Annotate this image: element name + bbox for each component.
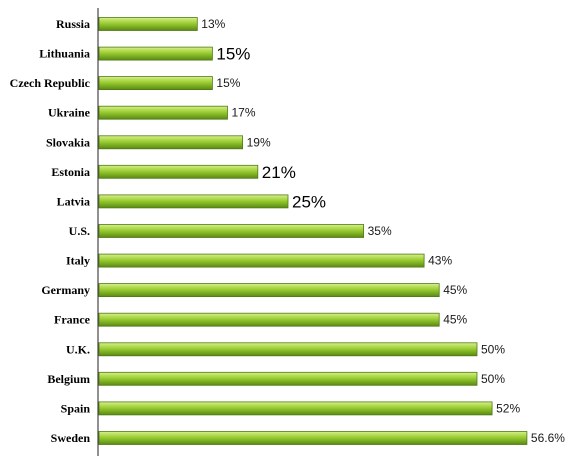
category-label-france: France [54, 313, 91, 327]
category-label-estonia: Estonia [51, 165, 90, 179]
value-label-russia: 13% [201, 17, 225, 31]
category-label-russia: Russia [56, 17, 90, 31]
bar-ukraine [98, 105, 228, 120]
bar-france [98, 312, 440, 327]
value-label-france: 45% [443, 313, 467, 327]
category-label-sweden: Sweden [51, 431, 91, 445]
bar-estonia [98, 164, 259, 179]
category-label-u-k: U.K. [66, 342, 90, 356]
bar-latvia [98, 194, 289, 209]
value-label-czech-republic: 15% [216, 76, 240, 90]
category-label-germany: Germany [41, 283, 90, 297]
category-label-spain: Spain [61, 401, 91, 415]
value-label-sweden: 56.6% [531, 431, 565, 445]
value-label-u-s: 35% [368, 224, 392, 238]
bar-u-k [98, 342, 478, 357]
category-label-latvia: Latvia [57, 194, 90, 208]
value-label-lithuania: 15% [216, 45, 250, 64]
value-label-latvia: 25% [292, 192, 326, 211]
category-label-czech-republic: Czech Republic [10, 76, 91, 90]
category-label-belgium: Belgium [47, 372, 90, 386]
bar-germany [98, 283, 440, 298]
value-label-germany: 45% [443, 283, 467, 297]
value-label-estonia: 21% [262, 163, 296, 182]
bar-czech-republic [98, 76, 213, 90]
value-label-belgium: 50% [481, 372, 505, 386]
category-label-italy: Italy [66, 254, 90, 268]
labels-layer: Russia 13% Lithuania 15% Czech Republic 15% Uk… [10, 17, 566, 445]
value-label-spain: 52% [496, 401, 520, 415]
bar-spain [98, 401, 493, 416]
bar-italy [98, 253, 425, 268]
value-label-slovakia: 19% [247, 135, 271, 149]
category-label-lithuania: Lithuania [39, 47, 90, 61]
bar-lithuania [98, 46, 213, 61]
bar-sweden [98, 431, 528, 445]
bars-layer [98, 17, 528, 445]
bar-belgium [98, 371, 478, 386]
bar-u-s [98, 224, 365, 238]
value-label-u-k: 50% [481, 342, 505, 356]
value-label-italy: 43% [428, 254, 452, 268]
bar-slovakia [98, 135, 244, 150]
bar-russia [98, 17, 198, 31]
category-label-u-s: U.S. [69, 224, 90, 238]
category-label-slovakia: Slovakia [46, 135, 90, 149]
category-label-ukraine: Ukraine [48, 106, 91, 120]
value-label-ukraine: 17% [232, 106, 256, 120]
